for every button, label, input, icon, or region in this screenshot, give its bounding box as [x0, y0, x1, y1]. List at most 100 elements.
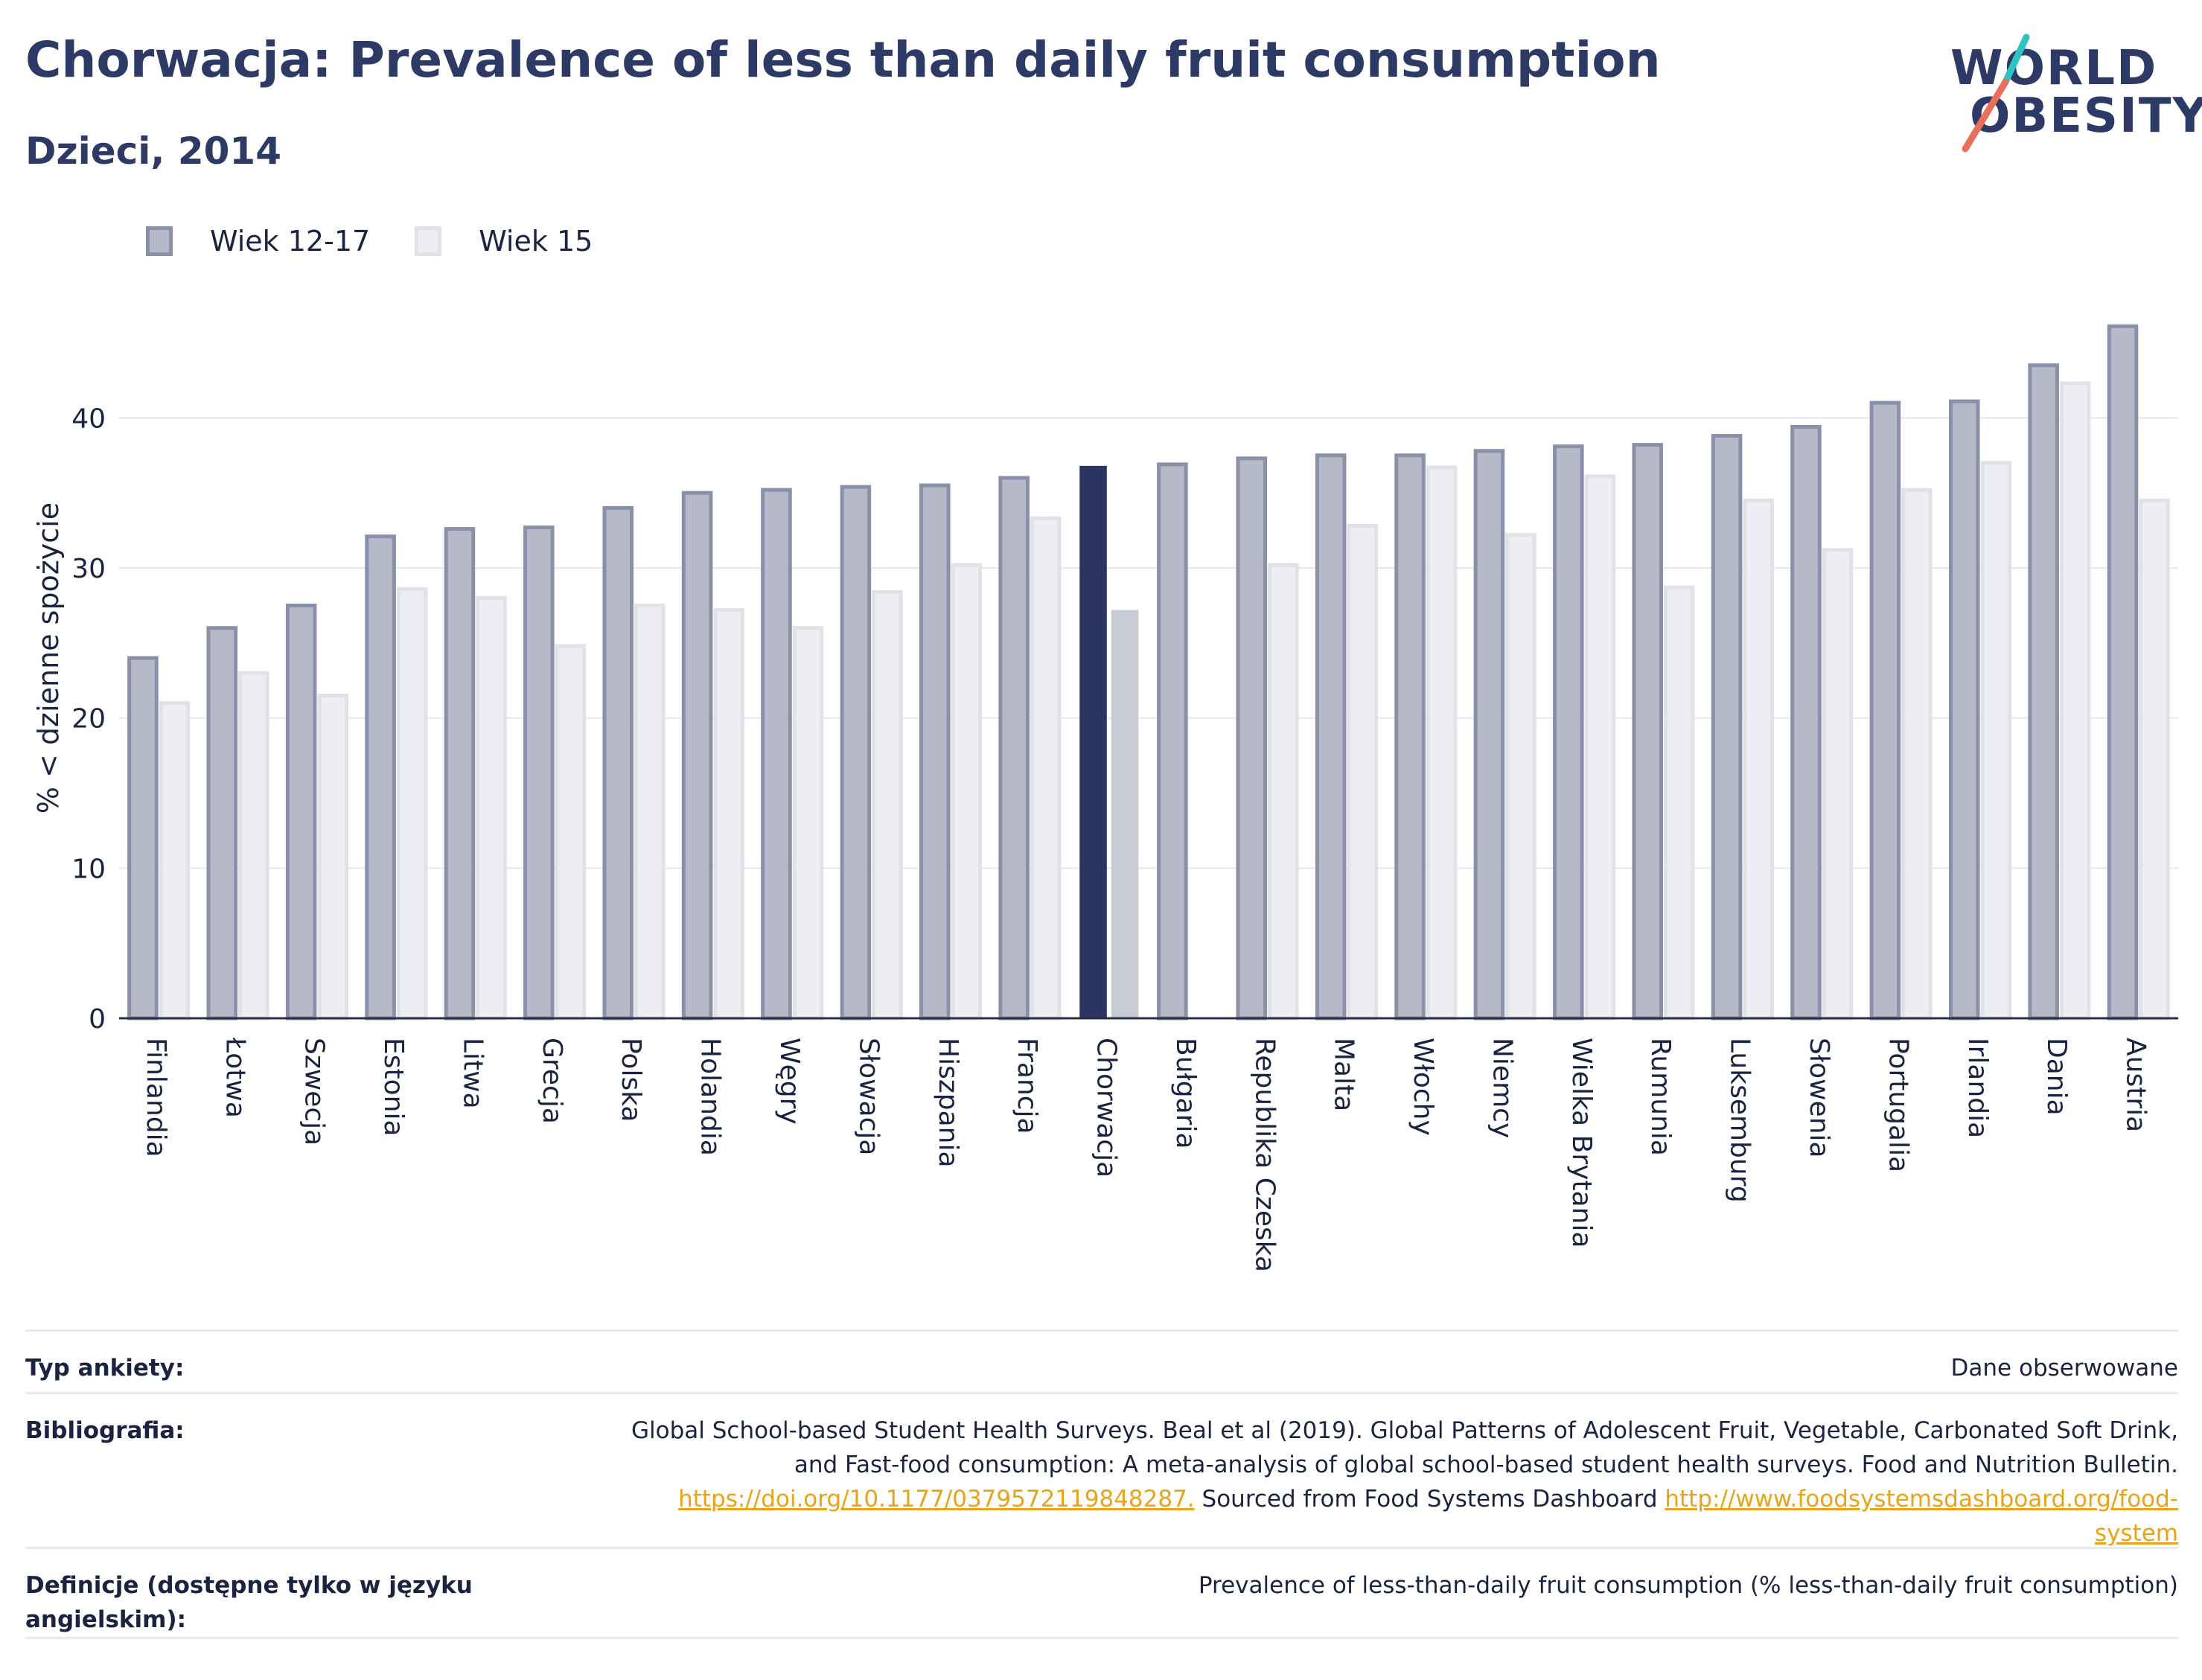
doi-link[interactable]: https://doi.org/10.1177/0379572119848287…	[678, 1486, 1195, 1513]
y-tick-label: 40	[71, 403, 106, 434]
bar-series-a	[840, 485, 872, 1021]
bar-series-a	[1079, 465, 1107, 1018]
x-tick-label: Łotwa	[220, 1037, 250, 1118]
bar-series-a	[127, 656, 159, 1021]
bar-series-a	[681, 491, 713, 1021]
y-axis-label: % < dzienne spożycie	[32, 502, 65, 814]
chart-legend: Wiek 12-17 Wiek 15	[146, 220, 637, 262]
bibliography-value: Global School-based Student Health Surve…	[631, 1414, 2178, 1547]
logo-text-obesity: OBESITY	[1970, 89, 2202, 144]
bar-series-b	[317, 693, 349, 1021]
x-tick-label: Wielka Brytania	[1566, 1038, 1597, 1248]
bar-series-b	[1426, 465, 1458, 1021]
bar-series-b	[1111, 610, 1139, 1018]
x-tick-label: Polska	[616, 1038, 646, 1122]
dashboard-link[interactable]: http://www.foodsystemsdashboard.org/food…	[1665, 1486, 2178, 1513]
bar-series-a	[2107, 324, 2139, 1021]
survey-type-label: Typ ankiety:	[25, 1355, 185, 1382]
bar-series-b	[555, 644, 587, 1021]
legend-swatch-series-b	[415, 226, 442, 256]
bar-series-a	[1632, 443, 1663, 1021]
bar-series-a	[761, 488, 792, 1021]
bar-series-b	[476, 595, 507, 1021]
bibliography-sourced-text: Sourced from Food Systems Dashboard	[1194, 1486, 1665, 1513]
bar-series-b	[159, 701, 191, 1021]
bar-series-a	[365, 534, 396, 1021]
bibliography-line2: and Fast-food consumption: A meta-analys…	[794, 1451, 2178, 1478]
x-tick-label: Szwecja	[299, 1038, 330, 1146]
bar-series-a	[1948, 399, 1980, 1021]
x-tick-label: Włochy	[1408, 1038, 1438, 1136]
bar-series-a	[1869, 400, 1901, 1021]
bar-series-b	[1901, 488, 1933, 1021]
legend-label-series-b: Wiek 15	[479, 225, 593, 258]
bar-series-b	[1268, 563, 1299, 1021]
chart-subtitle: Dzieci, 2014	[25, 130, 281, 173]
bar-series-a	[206, 626, 238, 1021]
x-tick-label: Chorwacja	[1091, 1038, 1122, 1178]
bar-series-a	[1315, 453, 1347, 1021]
x-tick-label: Grecja	[537, 1038, 567, 1124]
bar-series-a	[919, 483, 951, 1021]
x-tick-label: Irlandia	[1962, 1038, 1993, 1138]
info-row-bibliography: Bibliografia: Global School-based Studen…	[25, 1392, 2178, 1547]
bar-series-a	[998, 476, 1030, 1021]
chart-title: Chorwacja: Prevalence of less than daily…	[25, 31, 1661, 89]
legend-item-series-a[interactable]: Wiek 12-17	[146, 225, 370, 258]
bar-series-b	[951, 563, 983, 1021]
bar-series-a	[285, 603, 317, 1021]
x-tick-label: Słowenia	[1804, 1038, 1834, 1158]
x-tick-label: Bułgaria	[1170, 1038, 1201, 1149]
bar-series-b	[1584, 474, 1616, 1021]
bar-series-b	[396, 587, 428, 1021]
bar-series-a	[444, 527, 476, 1021]
bar-series-a	[523, 526, 555, 1021]
legend-label-series-a: Wiek 12-17	[210, 225, 371, 258]
y-tick-label: 30	[71, 554, 106, 584]
x-tick-label: Malta	[1329, 1038, 1359, 1111]
x-tick-label: Francja	[1012, 1038, 1042, 1134]
bar-series-b	[238, 671, 269, 1021]
bar-series-a	[1790, 424, 1822, 1021]
logo-slash-icon	[1962, 33, 2030, 153]
x-tick-label: Austria	[2121, 1038, 2151, 1132]
definitions-value: Prevalence of less-than-daily fruit cons…	[1198, 1572, 2178, 1599]
legend-swatch-series-a	[146, 226, 173, 256]
y-tick-label: 20	[71, 704, 106, 735]
world-obesity-logo: WORLD OBESITY	[1943, 22, 2202, 156]
bar-series-a	[1394, 453, 1426, 1021]
x-tick-label: Hiszpania	[933, 1038, 963, 1168]
bar-series-b	[713, 607, 744, 1021]
x-tick-label: Portugalia	[1883, 1038, 1913, 1172]
x-tick-label: Rumunia	[1645, 1038, 1676, 1156]
bar-series-b	[2059, 381, 2091, 1021]
bar-series-b	[1822, 548, 1854, 1021]
bibliography-label: Bibliografia:	[25, 1417, 185, 1444]
bar-series-b	[1505, 533, 1536, 1021]
info-row-survey-type: Typ ankiety: Dane obserwowane	[25, 1329, 2178, 1392]
x-tick-label: Holandia	[695, 1038, 726, 1156]
dashboard-link-continued[interactable]: system	[2094, 1520, 2178, 1547]
logo-text-world: WORLD	[1950, 41, 2158, 96]
x-tick-label: Węgry	[774, 1038, 805, 1125]
bar-series-b	[1980, 461, 2012, 1021]
bar-series-a	[1157, 462, 1188, 1021]
bar-series-b	[872, 590, 903, 1021]
bar-series-b	[1664, 585, 1695, 1021]
x-tick-label: Republika Czeska	[1249, 1038, 1280, 1272]
bar-series-a	[1553, 444, 1584, 1021]
x-tick-label: Niemcy	[1487, 1038, 1517, 1138]
bar-series-a	[2028, 363, 2059, 1021]
info-table: Typ ankiety: Dane obserwowane Bibliograf…	[25, 1329, 2178, 1639]
x-tick-label: Dania	[2041, 1038, 2072, 1116]
definitions-label: Definicje (dostępne tylko w języku angie…	[25, 1572, 473, 1633]
legend-item-series-b[interactable]: Wiek 15	[415, 225, 593, 258]
info-row-definitions: Definicje (dostępne tylko w języku angie…	[25, 1547, 2178, 1639]
bar-series-b	[1743, 498, 1774, 1021]
bar-series-b	[792, 626, 824, 1021]
bar-series-b	[1030, 516, 1062, 1021]
bibliography-line1: Global School-based Student Health Surve…	[631, 1417, 2178, 1444]
x-tick-label: Estonia	[378, 1038, 409, 1137]
bar-series-b	[2139, 498, 2170, 1021]
y-tick-label: 0	[89, 1004, 106, 1035]
